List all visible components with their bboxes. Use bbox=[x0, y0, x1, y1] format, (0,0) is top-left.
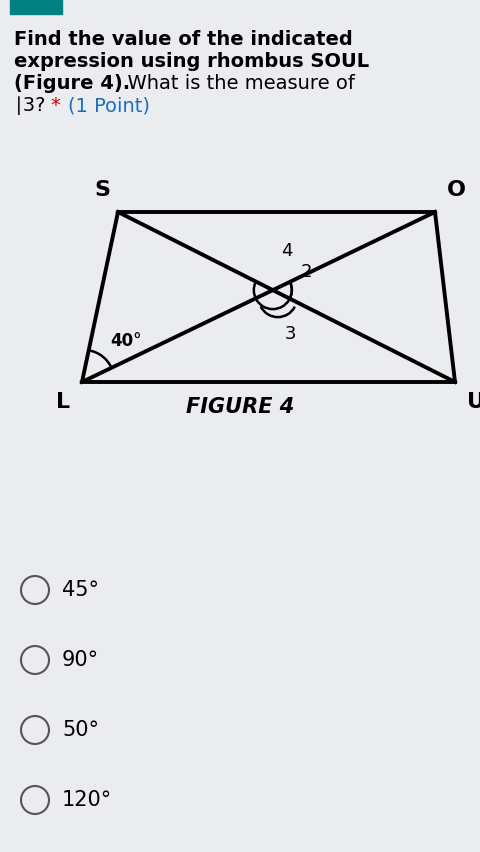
Text: ∣3?: ∣3? bbox=[14, 96, 47, 115]
Bar bbox=[10, 0, 62, 14]
Text: FIGURE 4: FIGURE 4 bbox=[186, 397, 294, 417]
Text: 45°: 45° bbox=[62, 580, 99, 600]
Text: Find the value of the indicated: Find the value of the indicated bbox=[14, 30, 353, 49]
Text: U: U bbox=[467, 392, 480, 412]
Text: 90°: 90° bbox=[62, 650, 99, 670]
Text: (Figure 4).: (Figure 4). bbox=[14, 74, 130, 93]
Text: S: S bbox=[94, 180, 110, 200]
Text: *: * bbox=[50, 96, 60, 115]
Text: L: L bbox=[56, 392, 70, 412]
Text: 2: 2 bbox=[301, 263, 312, 281]
Text: What is the measure of: What is the measure of bbox=[115, 74, 355, 93]
Text: 4: 4 bbox=[281, 242, 292, 260]
Text: 3: 3 bbox=[285, 325, 296, 343]
Text: (1 Point): (1 Point) bbox=[68, 96, 150, 115]
Text: 50°: 50° bbox=[62, 720, 99, 740]
Text: 40°: 40° bbox=[110, 332, 142, 350]
Text: O: O bbox=[447, 180, 466, 200]
Text: expression using rhombus SOUL: expression using rhombus SOUL bbox=[14, 52, 369, 71]
Text: 120°: 120° bbox=[62, 790, 112, 810]
